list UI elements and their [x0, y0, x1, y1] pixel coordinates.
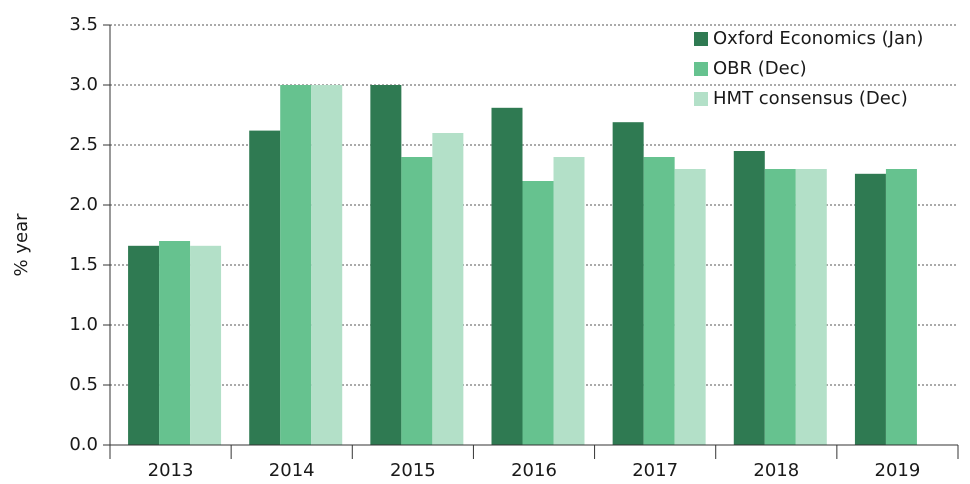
x-tick-label: 2014	[269, 460, 315, 481]
legend-label: Oxford Economics (Jan)	[713, 28, 923, 49]
y-tick-label: 0.0	[69, 434, 98, 455]
legend-label: OBR (Dec)	[713, 58, 807, 79]
bar	[311, 85, 343, 445]
x-tick-label: 2015	[390, 460, 436, 481]
legend-label: HMT consensus (Dec)	[713, 88, 908, 109]
bar	[643, 157, 675, 445]
legend-swatch	[694, 62, 708, 76]
x-tick-label: 2016	[511, 460, 557, 481]
y-tick-label: 3.5	[69, 14, 98, 35]
y-tick-label: 1.0	[69, 314, 98, 335]
y-tick-label: 0.5	[69, 374, 98, 395]
bar	[432, 133, 464, 445]
bar	[190, 245, 222, 445]
y-tick-label: 2.5	[69, 134, 98, 155]
bar	[553, 157, 585, 445]
y-tick-label: 1.5	[69, 254, 98, 275]
y-tick-label: 2.0	[69, 194, 98, 215]
x-tick-label: 2017	[632, 460, 678, 481]
legend-swatch	[694, 32, 708, 46]
x-tick-label: 2013	[148, 460, 194, 481]
bar	[885, 169, 917, 445]
bar	[159, 241, 191, 445]
bar	[612, 122, 644, 445]
legend-swatch	[694, 92, 708, 106]
bar	[854, 173, 886, 446]
y-axis-label: % year	[11, 213, 32, 277]
bar	[491, 107, 523, 446]
bar	[795, 169, 827, 445]
x-tick-label: 2019	[875, 460, 921, 481]
x-tick-label: 2018	[753, 460, 799, 481]
bar	[522, 181, 554, 445]
bar	[128, 245, 160, 445]
bar	[733, 151, 765, 445]
bar	[249, 130, 281, 445]
bar	[280, 85, 312, 445]
bar	[764, 169, 796, 445]
bar	[674, 169, 706, 445]
bar	[370, 85, 402, 445]
bar	[401, 157, 433, 445]
y-tick-label: 3.0	[69, 74, 98, 95]
